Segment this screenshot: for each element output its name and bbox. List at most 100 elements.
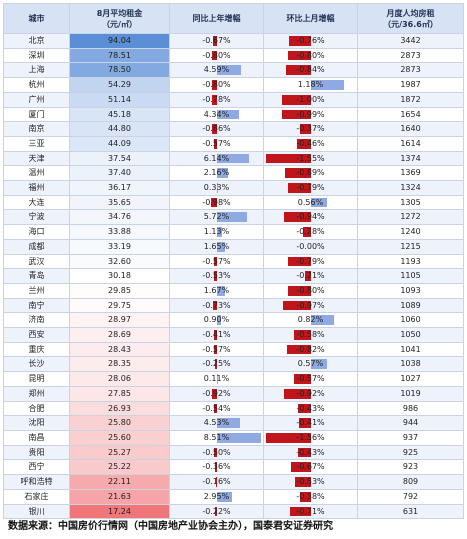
yoy-cell: 6.14% (169, 150, 264, 167)
yoy-cell: -0.73% (169, 297, 264, 314)
table-row: 长沙 28.35 -0.25% 0.57% 1038 (3, 356, 464, 373)
yoy-cell: 5.72% (169, 209, 264, 226)
rent-cell: 26.93 (69, 400, 170, 417)
rent-cell: 33.19 (69, 238, 170, 255)
table-row: 上海 78.50 4.59% -0.84% 2873 (3, 62, 464, 79)
yoy-cell-bar-4 (212, 94, 217, 105)
mom-cell: 0.56% (263, 194, 358, 211)
mom-cell-bar-18 (282, 300, 311, 311)
yoy-cell-bar-18 (212, 300, 217, 311)
mom-cell-label-22: 0.57% (297, 359, 324, 369)
yoy-cell-bar-26 (216, 418, 241, 428)
mom-cell-label-5: -0.99% (296, 109, 325, 119)
table-row: 合肥 26.93 -0.54% -0.43% 986 (3, 400, 464, 417)
rent-cell: 37.54 (69, 150, 170, 167)
yoy-cell: -0.86% (169, 121, 264, 137)
yoy-cell-bar-3 (212, 80, 217, 90)
yoy-cell: 1.67% (169, 282, 264, 299)
yoy-cell: 2.95% (169, 488, 264, 505)
yoy-cell-bar-8 (216, 153, 249, 164)
header-city: 城市 (3, 3, 70, 34)
rent-cell: 27.85 (69, 385, 170, 402)
yoy-cell-bar-16 (213, 271, 217, 281)
monthly-rent-cell: 1089 (357, 297, 464, 314)
mom-cell-bar-32 (290, 506, 311, 517)
rent-cell: 25.80 (69, 415, 170, 431)
yoy-cell-label-2: 4.59% (203, 65, 230, 75)
yoy-cell: -0.53% (169, 268, 264, 284)
yoy-cell-bar-32 (215, 506, 217, 517)
table-row: 深圳 78.51 -0.80% -0.80% 2873 (3, 47, 464, 64)
mom-cell: -0.71% (263, 503, 358, 520)
mom-cell-label-25: -0.43% (296, 403, 325, 413)
mom-cell-bar-13 (302, 227, 311, 237)
table-row: 郑州 27.85 -0.92% -0.92% 1019 (3, 385, 464, 402)
city-cell: 济南 (3, 312, 70, 329)
yoy-cell: -0.50% (169, 444, 264, 461)
yoy-cell-bar-13 (216, 227, 223, 237)
city-cell: 郑州 (3, 385, 70, 402)
rent-cell: 54.29 (69, 77, 170, 93)
monthly-rent-cell: 1215 (357, 238, 464, 255)
mom-cell: -0.89% (263, 165, 358, 182)
yoy-cell-label-16: -0.53% (202, 271, 231, 281)
yoy-cell-label-28: -0.50% (202, 447, 231, 457)
mom-cell: -0.79% (263, 253, 358, 270)
mom-cell-label-13: -0.28% (296, 227, 325, 237)
yoy-cell-bar-0 (213, 36, 217, 46)
header-yoy: 同比上年增幅 (169, 3, 264, 34)
mom-cell-label-8: -1.55% (296, 153, 325, 163)
yoy-cell-label-5: 4.34% (203, 109, 230, 119)
mom-cell: -0.80% (263, 282, 358, 299)
city-cell: 天津 (3, 150, 70, 167)
mom-cell-bar-20 (293, 330, 311, 340)
city-cell: 杭州 (3, 77, 70, 93)
rent-cell: 51.14 (69, 91, 170, 108)
rent-cell: 29.85 (69, 282, 170, 299)
yoy-cell-label-3: -0.80% (202, 80, 231, 90)
city-cell: 南宁 (3, 297, 70, 314)
yoy-cell-label-26: 4.53% (203, 418, 230, 428)
mom-cell-label-15: -0.79% (296, 256, 325, 266)
table-row: 成都 33.19 1.65% -0.00% 1215 (3, 238, 464, 255)
yoy-cell-label-21: -0.57% (202, 344, 231, 354)
mom-cell-bar-30 (295, 477, 311, 487)
yoy-cell-label-20: -0.41% (202, 330, 231, 340)
mom-cell-bar-26 (298, 418, 311, 428)
yoy-cell-label-27: 8.51% (203, 432, 230, 442)
yoy-cell-label-0: -0.67% (202, 36, 231, 45)
rent-cell: 22.11 (69, 474, 170, 490)
yoy-cell: -0.36% (169, 459, 264, 476)
mom-cell: -0.00% (263, 238, 358, 255)
yoy-cell-bar-29 (214, 462, 217, 473)
rent-cell: 34.76 (69, 209, 170, 226)
monthly-rent-cell: 986 (357, 400, 464, 417)
table-row: 西宁 25.22 -0.36% -0.67% 923 (3, 459, 464, 476)
mom-cell-label-21: -0.82% (296, 344, 325, 354)
table-row: 贵阳 25.27 -0.50% -0.43% 925 (3, 444, 464, 461)
yoy-cell-bar-2 (216, 65, 241, 76)
mom-cell-bar-25 (298, 403, 311, 414)
table-row: 广州 51.14 -0.78% -1.00% 1872 (3, 91, 464, 108)
monthly-rent-cell: 1240 (357, 224, 464, 240)
mom-cell-bar-0 (288, 36, 311, 46)
monthly-rent-cell: 1019 (357, 385, 464, 402)
yoy-cell: -0.57% (169, 135, 264, 152)
mom-cell-label-27: -1.56% (296, 432, 325, 442)
yoy-cell: 0.11% (169, 371, 264, 387)
monthly-rent-cell: 631 (357, 503, 464, 520)
mom-cell-bar-10 (287, 183, 311, 193)
yoy-cell: -0.67% (169, 33, 264, 49)
mom-cell-label-31: -0.38% (296, 491, 325, 501)
rent-cell: 78.50 (69, 62, 170, 79)
yoy-cell-label-1: -0.80% (202, 50, 231, 60)
yoy-cell: -0.80% (169, 47, 264, 64)
mom-cell: 0.57% (263, 356, 358, 373)
mom-cell: -0.79% (263, 180, 358, 196)
mom-cell: -0.76% (263, 33, 358, 49)
table-row: 北京 94.04 -0.67% -0.76% 3442 (3, 33, 464, 49)
yoy-cell: 1.13% (169, 224, 264, 240)
city-cell: 石家庄 (3, 488, 70, 505)
yoy-cell: 4.59% (169, 62, 264, 79)
monthly-rent-cell: 1369 (357, 165, 464, 182)
